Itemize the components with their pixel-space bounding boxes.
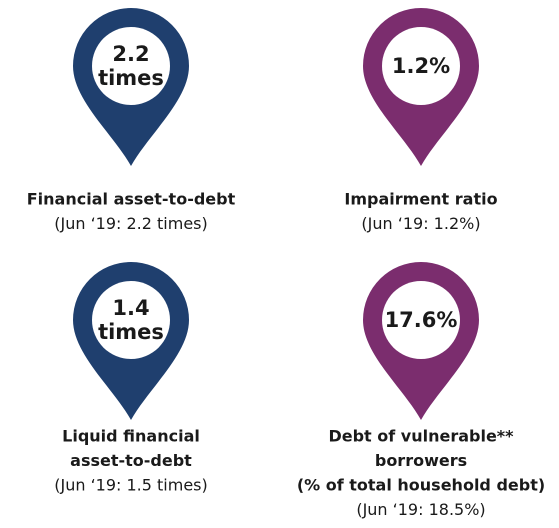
pin-value: times xyxy=(98,320,164,344)
pin-item: 17.6% Debt of vulnerable** borrowers (% of … xyxy=(297,261,545,519)
label: asset-to-debt xyxy=(70,451,192,470)
note: (Jun ‘19: 1.2%) xyxy=(361,214,480,233)
pin-hole xyxy=(382,27,460,105)
label: Financial asset-to-debt xyxy=(27,190,236,209)
pin-value: times xyxy=(98,66,164,90)
label: Liquid financial xyxy=(62,427,200,446)
pin-hole xyxy=(92,27,170,105)
note: (Jun ‘19: 1.5 times) xyxy=(54,476,208,495)
pin-hole xyxy=(382,281,460,359)
pin-hole xyxy=(92,281,170,359)
pin-value: 17.6% xyxy=(385,308,458,332)
pin-value: 2.2 xyxy=(112,42,149,66)
note: (Jun ‘19: 2.2 times) xyxy=(54,214,208,233)
pin-value: 1.2% xyxy=(392,54,450,78)
label: borrowers xyxy=(375,451,467,470)
pin-value: 1.4 xyxy=(112,296,149,320)
label: Debt of vulnerable** xyxy=(328,427,514,446)
pin-item: 1.2% Impairment ratio (Jun ‘19: 1.2%) xyxy=(344,7,498,233)
note: (Jun ‘19: 18.5%) xyxy=(356,500,485,519)
label: (% of total household debt) xyxy=(297,476,545,495)
label: Impairment ratio xyxy=(344,190,497,209)
